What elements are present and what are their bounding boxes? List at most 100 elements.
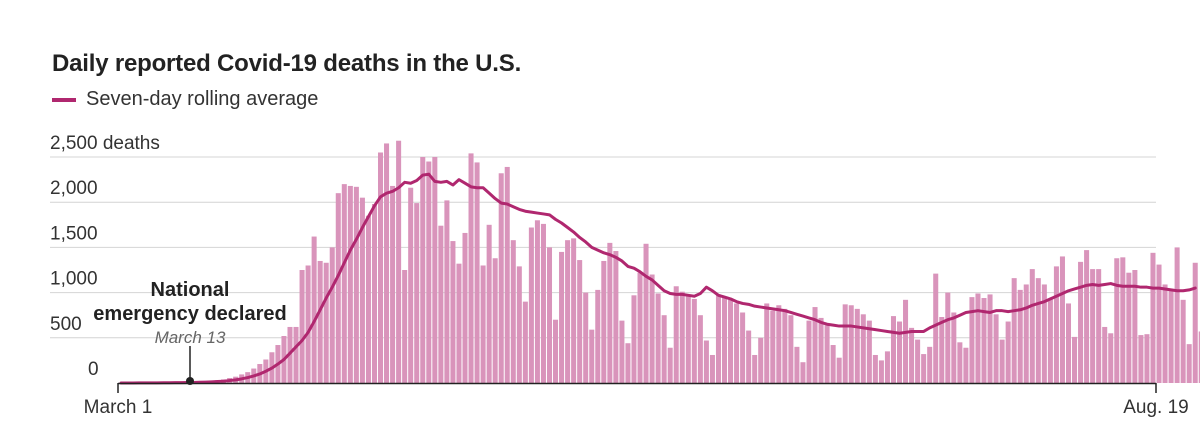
bar-day-145: [993, 314, 999, 383]
rolling-average-line: [119, 172, 1197, 385]
bar-day-105: [752, 354, 758, 383]
x-tick-label-0: March 1: [84, 397, 153, 418]
bar-day-88: [649, 274, 655, 383]
bar-day-52: [432, 157, 438, 383]
y-tick-label-1000: 1,000: [50, 269, 98, 290]
bar-day-122: [854, 308, 860, 383]
bar-day-137: [945, 292, 951, 383]
bar-day-35: [329, 247, 335, 383]
bar-day-116: [818, 317, 824, 383]
bar-day-177: [1186, 344, 1192, 383]
bar-day-129: [897, 321, 903, 383]
bar-day-41: [365, 215, 371, 383]
bar-day-163: [1102, 326, 1108, 383]
y-tick-label-500: 500: [50, 314, 82, 335]
bar-day-109: [776, 305, 782, 383]
bar-day-140: [963, 347, 969, 383]
bar-day-66: [516, 266, 522, 383]
bar-day-162: [1096, 269, 1102, 383]
bar-day-168: [1132, 270, 1138, 383]
bar-day-53: [438, 225, 444, 383]
bar-day-64: [504, 166, 510, 383]
bar-day-106: [758, 337, 764, 383]
bar-day-73: [559, 251, 565, 383]
bar-day-136: [939, 317, 945, 383]
bar-day-113: [800, 362, 806, 383]
bar-day-48: [408, 187, 414, 383]
bar-day-43: [378, 152, 384, 383]
bar-day-86: [637, 272, 643, 383]
bar-day-131: [909, 327, 915, 383]
bar-day-173: [1162, 284, 1168, 383]
bar-day-91: [667, 347, 673, 383]
bar-day-175: [1174, 247, 1180, 383]
bar-day-172: [1156, 264, 1162, 383]
bar-day-169: [1138, 335, 1144, 383]
bar-day-68: [528, 227, 534, 383]
bar-day-102: [734, 303, 740, 383]
bar-day-143: [981, 298, 987, 383]
bar-day-174: [1168, 289, 1174, 383]
y-tick-label-1500: 1,500: [50, 223, 98, 244]
bar-day-165: [1114, 258, 1120, 383]
bar-day-108: [770, 310, 776, 383]
bar-day-170: [1144, 334, 1150, 383]
annotation-title-line-1: emergency declared: [93, 303, 286, 325]
x-tick-label-1: Aug. 19: [1123, 397, 1189, 418]
annotation-title-line-0: National: [151, 279, 230, 301]
bar-day-134: [927, 346, 933, 383]
y-tick-label-2000: 2,000: [50, 178, 98, 199]
bar-day-103: [740, 312, 746, 383]
bar-day-161: [1090, 269, 1096, 383]
bar-day-46: [396, 140, 402, 383]
bar-day-79: [595, 289, 601, 383]
bar-day-121: [848, 305, 854, 383]
bar-day-87: [643, 243, 649, 383]
bar-day-114: [806, 320, 812, 383]
bar-day-112: [794, 346, 800, 383]
bar-day-71: [546, 247, 553, 383]
bar-day-141: [969, 297, 975, 383]
daily-death-bars: [130, 140, 1200, 383]
bar-day-84: [625, 343, 631, 383]
bar-day-57: [462, 232, 468, 383]
bar-day-144: [987, 294, 993, 383]
bar-day-139: [957, 342, 963, 383]
bar-day-151: [1029, 269, 1035, 383]
bar-day-146: [999, 339, 1005, 383]
bar-day-38: [347, 185, 353, 383]
legend-swatch-rolling-average: [52, 97, 76, 102]
bar-day-74: [565, 240, 571, 383]
bar-day-75: [571, 238, 577, 383]
bar-day-179: [1198, 331, 1200, 383]
y-tick-label-2500: 2,500 deaths: [50, 133, 160, 154]
bar-day-65: [510, 240, 516, 383]
x-axis: March 1 Aug. 19: [84, 382, 1189, 418]
bar-day-123: [860, 314, 866, 383]
bar-day-54: [444, 200, 450, 383]
bar-day-42: [371, 204, 377, 383]
bar-day-148: [1011, 278, 1017, 383]
bar-day-135: [933, 273, 939, 383]
bar-day-130: [903, 299, 909, 383]
bar-day-155: [1053, 266, 1059, 383]
bar-day-80: [601, 260, 607, 383]
bar-day-82: [613, 251, 619, 383]
bar-day-81: [607, 242, 613, 383]
bar-day-132: [915, 339, 921, 383]
bar-day-117: [824, 325, 830, 383]
bar-day-124: [866, 320, 872, 383]
y-tick-labels: 2,500 deaths 2,000 1,500 1,000 500 0: [50, 133, 160, 380]
bar-day-32: [311, 236, 317, 383]
bar-day-164: [1108, 333, 1114, 383]
bar-day-97: [703, 340, 709, 383]
bar-day-98: [709, 354, 715, 383]
bar-day-101: [728, 299, 734, 383]
bar-day-58: [468, 153, 474, 383]
bar-day-110: [782, 308, 788, 383]
bar-day-60: [480, 265, 486, 383]
bar-day-36: [335, 193, 341, 383]
bar-day-30: [299, 270, 305, 383]
